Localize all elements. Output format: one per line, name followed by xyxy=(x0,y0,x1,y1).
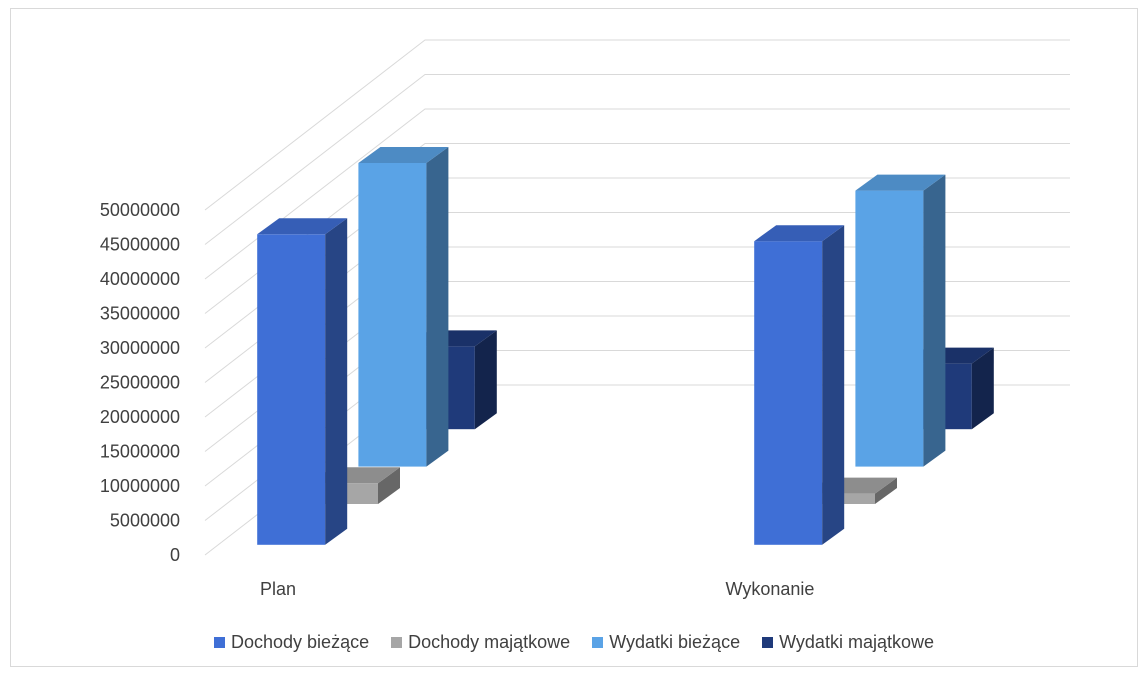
bar-side xyxy=(378,467,400,504)
bar-top xyxy=(754,225,845,242)
bar-top xyxy=(257,218,348,235)
y-tick-label: 20000000 xyxy=(100,407,180,427)
bar-side xyxy=(875,477,897,504)
y-axis-ticks: 0 5000000 10000000 15000000 20000000 25000000… xyxy=(100,200,180,565)
y-tick-label: 0 xyxy=(170,545,180,565)
legend-swatch xyxy=(214,637,225,648)
legend: Dochody bieżące Dochody majątkowe Wydatki … xyxy=(0,632,1148,653)
legend-swatch xyxy=(762,637,774,648)
gridline xyxy=(204,39,1070,211)
y-tick-label: 35000000 xyxy=(100,304,180,324)
legend-label: Dochody bieżące xyxy=(231,632,370,652)
bar-top xyxy=(855,174,946,191)
y-tick-label: 40000000 xyxy=(100,269,180,289)
legend-label: Wydatki majątkowe xyxy=(779,632,934,652)
bar-side xyxy=(923,174,946,467)
bar-front xyxy=(358,163,427,467)
y-tick-label: 10000000 xyxy=(100,476,180,496)
y-tick-label: 5000000 xyxy=(110,511,180,531)
x-category-label: Wykonanie xyxy=(726,579,815,599)
y-tick-label: 30000000 xyxy=(100,338,180,358)
x-category-label: Plan xyxy=(260,579,296,599)
bar-side xyxy=(325,218,348,545)
x-axis-categories: Plan Wykonanie xyxy=(260,579,814,599)
bar-side xyxy=(822,225,845,545)
legend-item: Wydatki bieżące xyxy=(592,632,740,653)
bar-front xyxy=(754,241,823,545)
legend-swatch xyxy=(391,637,403,648)
bars xyxy=(257,147,994,545)
legend-label: Dochody majątkowe xyxy=(408,632,571,652)
y-tick-label: 45000000 xyxy=(100,235,180,255)
bar-front xyxy=(257,234,326,545)
chart-frame xyxy=(10,8,1138,667)
bar-front xyxy=(855,190,924,467)
legend-label: Wydatki bieżące xyxy=(609,632,741,652)
bar-side xyxy=(474,330,497,430)
gridline xyxy=(204,74,1070,245)
bar-side xyxy=(426,147,449,467)
legend-item: Wydatki majątkowe xyxy=(762,632,934,653)
legend-item: Dochody bieżące xyxy=(214,632,369,653)
y-tick-label: 15000000 xyxy=(100,442,180,462)
bar-top xyxy=(358,147,449,163)
legend-item: Dochody majątkowe xyxy=(391,632,570,653)
y-tick-label: 25000000 xyxy=(100,373,180,393)
y-tick-label: 50000000 xyxy=(100,200,180,220)
bar-side xyxy=(971,347,994,430)
legend-swatch xyxy=(592,637,604,648)
